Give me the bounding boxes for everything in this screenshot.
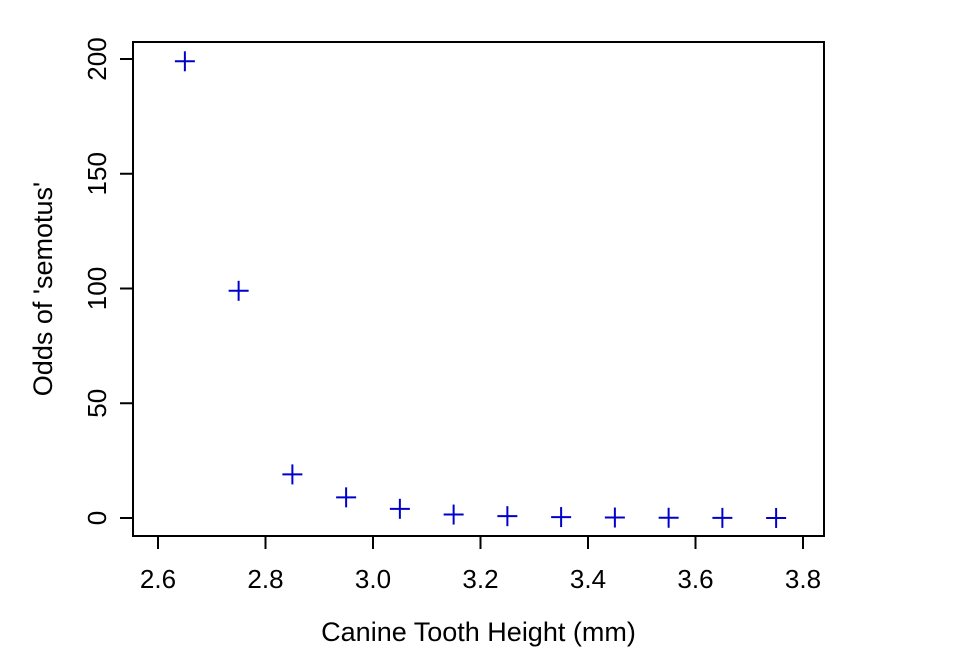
data-point (228, 280, 249, 301)
data-point (658, 507, 679, 528)
data-point (604, 507, 625, 528)
data-point (389, 498, 410, 519)
y-axis: 0 50 100 150 200 (82, 37, 133, 525)
y-axis-title: Odds of 'semotus' (28, 182, 58, 396)
data-point (443, 504, 464, 525)
x-tick-label: 2.8 (247, 564, 283, 594)
data-points (174, 51, 787, 528)
plot-frame (132, 41, 825, 537)
x-tick-label: 3.2 (462, 564, 498, 594)
data-point (336, 487, 357, 508)
x-tick-label: 3.8 (785, 564, 821, 594)
x-tick-label: 3.0 (355, 564, 391, 594)
x-tick-label: 3.6 (677, 564, 713, 594)
data-point (497, 506, 518, 527)
y-tick-label: 50 (82, 389, 112, 418)
data-point (174, 51, 195, 72)
data-point (282, 464, 303, 485)
y-tick-label: 0 (82, 511, 112, 525)
data-point (551, 507, 572, 528)
x-tick-label: 3.4 (570, 564, 606, 594)
x-axis-title: Canine Tooth Height (mm) (321, 617, 636, 647)
y-tick-label: 100 (82, 267, 112, 310)
x-axis: 2.6 2.8 3.0 3.2 3.4 3.6 3.8 (140, 536, 821, 594)
data-point (766, 507, 787, 528)
y-tick-label: 200 (82, 37, 112, 80)
x-tick-label: 2.6 (140, 564, 176, 594)
data-point (712, 507, 733, 528)
y-tick-label: 150 (82, 152, 112, 195)
